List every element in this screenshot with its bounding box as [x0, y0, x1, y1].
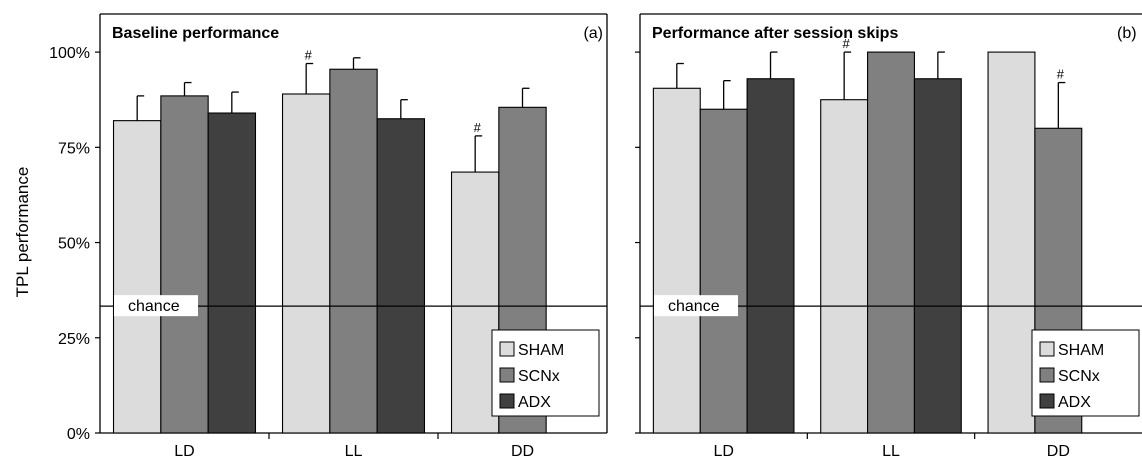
- y-tick-label: 75%: [58, 140, 90, 157]
- y-tick-label: 50%: [58, 236, 90, 253]
- significance-marker: #: [474, 120, 482, 135]
- significance-marker: #: [843, 36, 851, 51]
- bar-adx: [913, 78, 962, 434]
- legend-label: ADX: [1058, 394, 1091, 411]
- legend-swatch-adx: [499, 393, 515, 409]
- panel-a: 0% 25% 50% 75% 100% LD LL DD # # chance Baseline pe…: [49, 13, 608, 460]
- y-tick-label: 100%: [49, 45, 90, 62]
- bar-scnx: [867, 51, 915, 434]
- panel-b: LD LL DD # # chance Performance after session …: [635, 13, 1142, 460]
- significance-marker: #: [1057, 67, 1065, 82]
- bar-scnx: [699, 108, 748, 434]
- x-tick-label: LL: [345, 443, 363, 460]
- panel-label: (a): [583, 25, 603, 42]
- panel-b-chance-label-box: [654, 295, 738, 317]
- significance-marker: #: [305, 48, 313, 63]
- legend-swatch-adx: [1039, 393, 1055, 409]
- chance-label: chance: [128, 298, 180, 315]
- legend-swatch-sham: [1039, 341, 1055, 357]
- x-tick-label: LD: [174, 443, 194, 460]
- bar-scnx: [329, 68, 378, 434]
- bar-adx: [207, 112, 257, 434]
- bar-scnx: [160, 95, 209, 434]
- legend-swatch-scnx: [1039, 367, 1055, 383]
- legend-label: SCNx: [1058, 368, 1100, 385]
- bar-sham: [652, 87, 701, 434]
- legend-label: SHAM: [1058, 342, 1104, 359]
- x-tick-label: DD: [1047, 443, 1070, 460]
- bar-adx: [746, 78, 795, 434]
- panel-title: Performance after session skips: [652, 25, 898, 42]
- legend-label: SHAM: [518, 342, 564, 359]
- y-tick-label: 25%: [58, 331, 90, 348]
- x-tick-label: DD: [511, 443, 534, 460]
- x-tick-label: LL: [882, 443, 900, 460]
- panel-title: Baseline performance: [112, 25, 279, 42]
- bar-sham: [112, 120, 162, 434]
- legend-swatch-scnx: [499, 367, 515, 383]
- panel-a-chance-label-box: [114, 295, 198, 317]
- x-tick-label: LD: [713, 443, 733, 460]
- legend-label: ADX: [518, 394, 551, 411]
- bar-sham: [820, 99, 869, 434]
- bar-sham: [450, 171, 500, 434]
- legend-swatch-sham: [499, 341, 515, 357]
- bar-sham: [987, 51, 1036, 434]
- y-tick-label: 0%: [67, 426, 90, 443]
- bar-adx: [376, 118, 426, 434]
- y-axis-label: TPL performance: [13, 167, 32, 298]
- legend-label: SCNx: [518, 368, 560, 385]
- panel-label: (b): [1117, 25, 1137, 42]
- chance-label: chance: [668, 298, 720, 315]
- bar-sham: [281, 93, 331, 434]
